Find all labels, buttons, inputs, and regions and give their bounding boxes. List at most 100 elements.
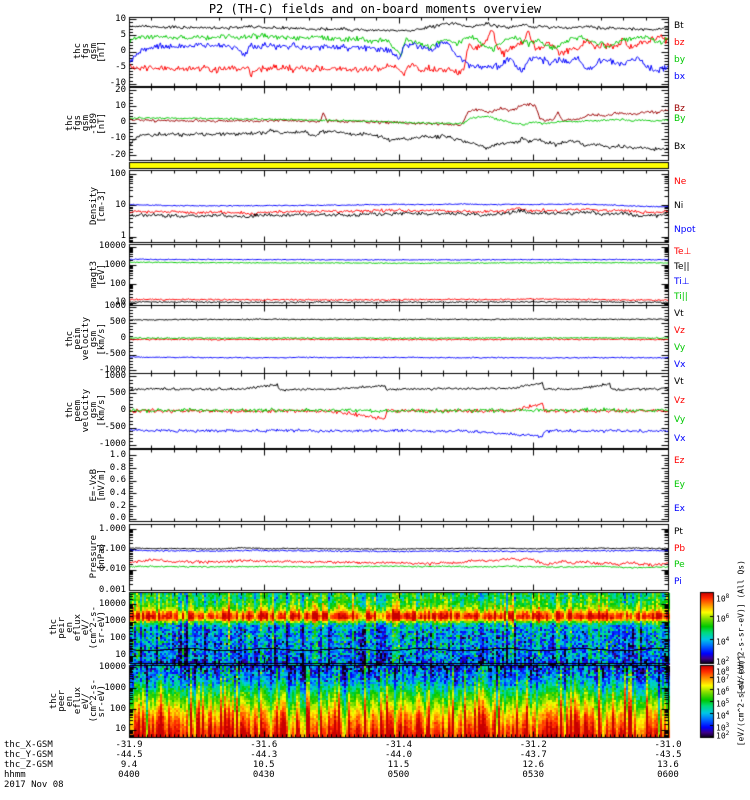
ytick-label: 1000	[104, 259, 126, 270]
ytick-label: 100	[109, 168, 126, 179]
ytick-label: 0.001	[98, 584, 126, 595]
colorbar-tick-exponent: 2	[725, 656, 730, 663]
ytick-label: 10000	[98, 661, 126, 672]
ytick-label: 0.4	[109, 487, 126, 498]
ytick-label: -500	[104, 422, 126, 433]
colorbar-tick-label: 108	[716, 666, 730, 677]
ytick-label: 1	[120, 231, 126, 242]
plot-title: P2 (TH-C) fields and on-board moments ov…	[208, 2, 542, 16]
series-label-bt: Bt	[674, 20, 684, 31]
ytick-label: 10	[115, 100, 126, 111]
ytick-label: 0.0	[109, 513, 126, 524]
colorbar-tick-exponent: 6	[725, 612, 730, 620]
ytick-label: -20	[109, 149, 126, 160]
ytick-label: -500	[104, 349, 126, 360]
axis-row-label: 2017 Nov 08	[4, 780, 64, 790]
axis-row-value: -44.0	[384, 750, 413, 760]
axis-row-value: 10.5	[252, 760, 275, 770]
ytick-label: -10	[109, 78, 126, 89]
axis-row-value: -31.2	[519, 740, 547, 750]
axis-row-value: 0400	[118, 770, 140, 780]
ytick-label: 1000	[104, 682, 126, 693]
axis-row-value: 0530	[522, 770, 545, 780]
colorbar-tick-label: 108	[716, 593, 730, 604]
colorbar-tick-label: 106	[716, 612, 730, 624]
series-label-ne: Ne	[674, 177, 687, 187]
colorbar-tick-label: 104	[716, 636, 730, 647]
ytick-label: 500	[109, 317, 126, 328]
ytick-label: 100	[109, 278, 126, 289]
ytick-label: 1000	[104, 301, 126, 312]
axis-row-value: 13.6	[657, 760, 679, 770]
ytick-label: 1.000	[98, 523, 126, 534]
ytick-label: 20	[115, 84, 126, 95]
series-label-bx: Bx	[674, 141, 686, 152]
series-label-by: By	[674, 114, 686, 125]
colorbar-tick-label: 104	[716, 710, 730, 721]
series-label-ez: Ez	[674, 456, 685, 466]
ytick-label: 100	[109, 633, 126, 644]
ytick-label: -1000	[98, 439, 126, 450]
ytick-label: 5	[120, 29, 126, 40]
axis-row-value: -31.9	[115, 740, 143, 750]
series-label-vy: Vy	[674, 414, 686, 425]
colorbar-tick-label: 106	[716, 686, 730, 697]
ytick-label: 1000	[104, 370, 126, 381]
axis-row-value: -31.0	[654, 740, 682, 750]
series-label-ey: Ey	[674, 480, 686, 490]
axis-row-label: thc_X-GSM	[4, 740, 53, 750]
ytick-label: 1000	[104, 616, 126, 627]
axis-row-value: 11.5	[387, 760, 410, 770]
series-label-ti: Ti⊥	[674, 277, 690, 288]
axis-row-value: 0600	[657, 770, 679, 780]
colorbar-tick-exponent: 7	[725, 674, 730, 681]
ytick-label: 100	[109, 703, 126, 714]
ytick-label: 0.8	[109, 462, 126, 473]
ytick-label: 0	[120, 46, 126, 56]
ytick-label: 10000	[98, 598, 126, 609]
ytick-label: 500	[109, 387, 126, 398]
series-label-pb: Pb	[674, 543, 686, 554]
series-label-vz: Vz	[674, 325, 685, 336]
axis-row-label: thc_Z-GSM	[4, 760, 53, 770]
colorbar-tick-label: 107	[716, 674, 730, 685]
colorbar-tick-exponent: 4	[725, 710, 730, 717]
ytick-label: 0.010	[98, 564, 126, 575]
ytick-label: 0	[120, 405, 126, 415]
ytick-label: 0.100	[98, 543, 126, 554]
ytick-label: -10	[109, 133, 126, 144]
series-label-pi: Pi	[674, 576, 682, 587]
axis-row-label: hhmm	[4, 770, 26, 780]
colorbar-tick-label: 105	[716, 698, 730, 709]
ytick-label: 10	[115, 199, 126, 210]
ytick-label: 0	[120, 333, 126, 344]
series-label-vx: Vx	[674, 359, 686, 370]
axis-row-value: 0500	[387, 770, 410, 780]
colorbar-unit-label: [eV/(cm^2-s-sr-eV)]	[736, 654, 746, 747]
ytick-label: 10	[115, 297, 126, 308]
axis-row-label: thc_Y-GSM	[4, 750, 53, 760]
series-label-te: Te||	[674, 261, 690, 272]
ytick-label: 10	[115, 724, 126, 735]
colorbar-tick-exponent: 8	[725, 666, 730, 673]
colorbar-tick-exponent: 8	[725, 593, 730, 600]
series-label-vt: Vt	[674, 308, 684, 319]
colorbar-tick-exponent: 3	[725, 722, 730, 729]
series-label-bx: bx	[674, 72, 686, 83]
ytick-label: 0	[120, 117, 126, 128]
axis-row-value: -31.4	[384, 740, 413, 750]
axis-row-value: 9.4	[120, 760, 138, 770]
series-label-ni: Ni	[674, 201, 684, 211]
ytick-label: 10	[115, 13, 126, 24]
axis-row-value: -44.5	[115, 750, 143, 760]
ytick-label: 10000	[98, 241, 126, 252]
colorbar-tick-exponent: 4	[725, 636, 730, 644]
ytick-label: 0.2	[109, 500, 126, 511]
series-label-ti: Ti||	[674, 292, 688, 303]
axis-row-value: -44.3	[250, 750, 278, 760]
ytick-label: -5	[115, 62, 126, 73]
axis-row-value: -43.7	[519, 750, 547, 760]
colorbar-tick-exponent: 5	[725, 698, 730, 705]
